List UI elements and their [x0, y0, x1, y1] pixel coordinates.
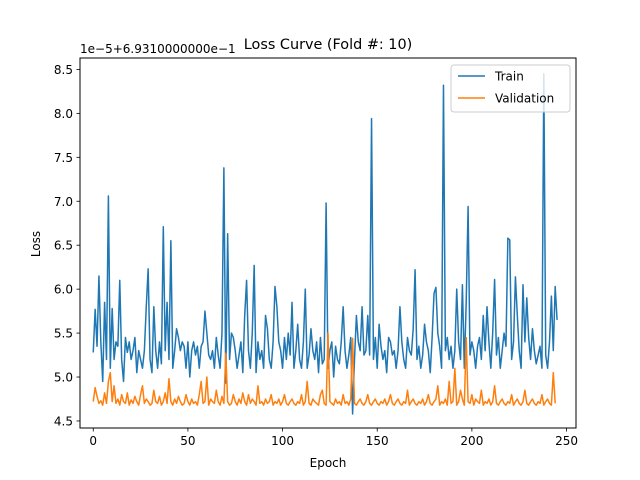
- series-line-validation: [92, 332, 556, 406]
- y-tick-label: 6.5: [54, 239, 73, 253]
- plot-area: [92, 73, 558, 415]
- legend: Train Validation: [450, 64, 571, 113]
- legend-label-validation: Validation: [495, 92, 554, 106]
- x-axis-ticks: 0 50 100 150 200 250: [89, 428, 578, 448]
- axes-frame: [79, 57, 577, 429]
- series-line-train: [92, 73, 558, 415]
- y-axis-ticks: 4.5 5.0 5.5 6.0 6.5 7.0 7.5 8.0 8.5: [54, 63, 80, 428]
- y-tick-label: 7.5: [54, 151, 73, 165]
- y-axis-label: Loss: [29, 231, 43, 257]
- y-tick-label: 8.5: [54, 63, 73, 77]
- x-tick-label: 200: [460, 434, 483, 448]
- y-axis-offset-text: 1e−5+6.9310000000e−1: [80, 42, 236, 56]
- x-tick-label: 250: [555, 434, 578, 448]
- y-tick-label: 6.0: [54, 283, 73, 297]
- y-tick-label: 8.0: [54, 107, 73, 121]
- y-tick-label: 7.0: [54, 195, 73, 209]
- x-tick-label: 0: [89, 434, 97, 448]
- y-tick-label: 5.0: [54, 371, 73, 385]
- x-tick-label: 50: [180, 434, 195, 448]
- x-axis-label: Epoch: [310, 456, 347, 470]
- x-tick-label: 150: [366, 434, 389, 448]
- y-tick-label: 5.5: [54, 327, 73, 341]
- x-tick-label: 100: [271, 434, 294, 448]
- y-tick-label: 4.5: [54, 414, 73, 428]
- legend-label-train: Train: [494, 70, 524, 84]
- chart-title: Loss Curve (Fold #: 10): [244, 37, 412, 53]
